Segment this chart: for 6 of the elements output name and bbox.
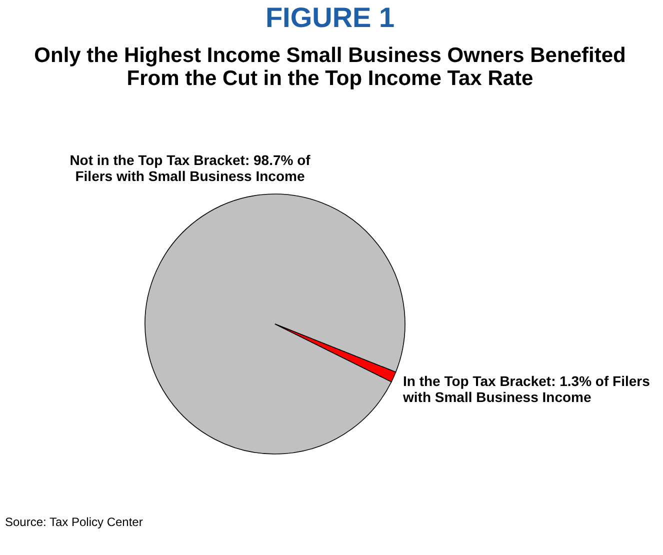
slice-label: Not in the Top Tax Bracket: 98.7% of Filers with Small Business Income	[70, 152, 311, 184]
chart-title: FIGURE 1	[265, 2, 395, 33]
chart-subtitle: Only the Highest Income Small Business Owners Benefited From the Cut in the Top Income Tax Rate	[34, 44, 626, 90]
source-note: Source: Tax Policy Center	[5, 515, 143, 529]
slice-label: In the Top Tax Bracket: 1.3% of Filers with Small Business Income	[402, 373, 650, 405]
pie-slice	[274, 324, 396, 382]
